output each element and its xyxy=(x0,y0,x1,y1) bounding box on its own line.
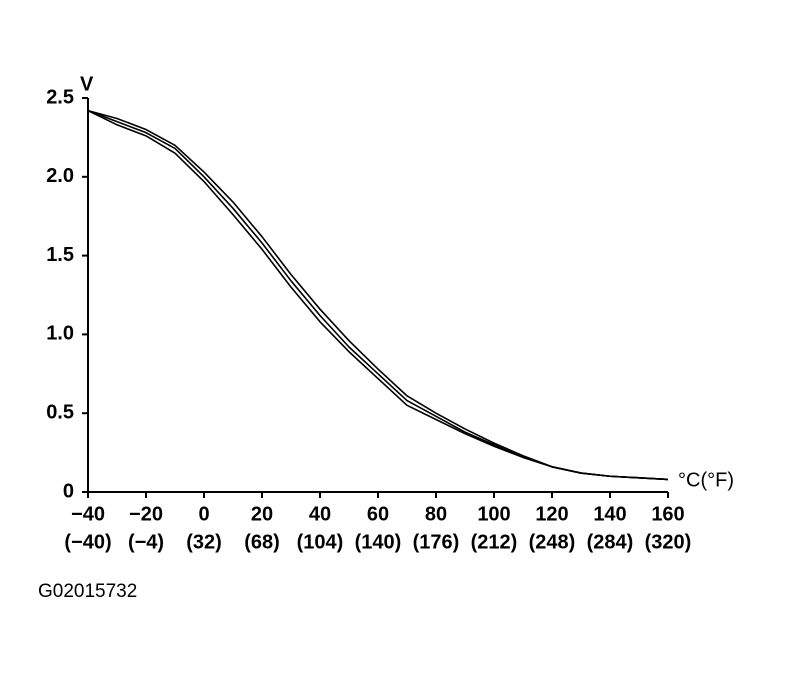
x-tick-label: 0 xyxy=(198,503,209,525)
curve xyxy=(87,109,669,481)
x-tick-label: −20 xyxy=(129,503,163,525)
y-tick-label: 0.5 xyxy=(46,401,74,423)
x-tick-label-fahrenheit: (320) xyxy=(645,531,692,553)
y-tick-label: 2.0 xyxy=(46,165,74,187)
x-tick-label-fahrenheit: (176) xyxy=(413,531,460,553)
x-tick-label: 20 xyxy=(251,503,273,525)
x-tick-label: 60 xyxy=(367,503,389,525)
x-tick-label-fahrenheit: (140) xyxy=(355,531,402,553)
x-tick-label: 80 xyxy=(425,503,447,525)
y-tick-label: 0 xyxy=(63,480,74,502)
x-tick-label: −40 xyxy=(71,503,105,525)
x-tick-label-fahrenheit: (284) xyxy=(587,531,634,553)
x-tick-label-fahrenheit: (104) xyxy=(297,531,344,553)
y-tick-label: 1.0 xyxy=(46,323,74,345)
x-axis-label: °C(°F) xyxy=(678,469,734,491)
x-tick-label: 140 xyxy=(593,503,626,525)
x-tick-label-fahrenheit: (−40) xyxy=(64,531,111,553)
x-tick-label-fahrenheit: (248) xyxy=(529,531,576,553)
x-tick-label: 100 xyxy=(477,503,510,525)
y-tick-label: 2.5 xyxy=(46,86,74,108)
y-axis-label: V xyxy=(80,73,94,95)
x-tick-label: 120 xyxy=(535,503,568,525)
x-tick-label-fahrenheit: (32) xyxy=(186,531,222,553)
figure-id: G02015732 xyxy=(38,581,137,602)
x-tick-label-fahrenheit: (−4) xyxy=(128,531,164,553)
curve xyxy=(87,109,669,481)
y-tick-label: 1.5 xyxy=(46,244,74,266)
x-tick-label-fahrenheit: (68) xyxy=(244,531,280,553)
x-tick-label-fahrenheit: (212) xyxy=(471,531,518,553)
x-tick-label: 160 xyxy=(651,503,684,525)
x-tick-label: 40 xyxy=(309,503,331,525)
curve xyxy=(87,109,669,481)
